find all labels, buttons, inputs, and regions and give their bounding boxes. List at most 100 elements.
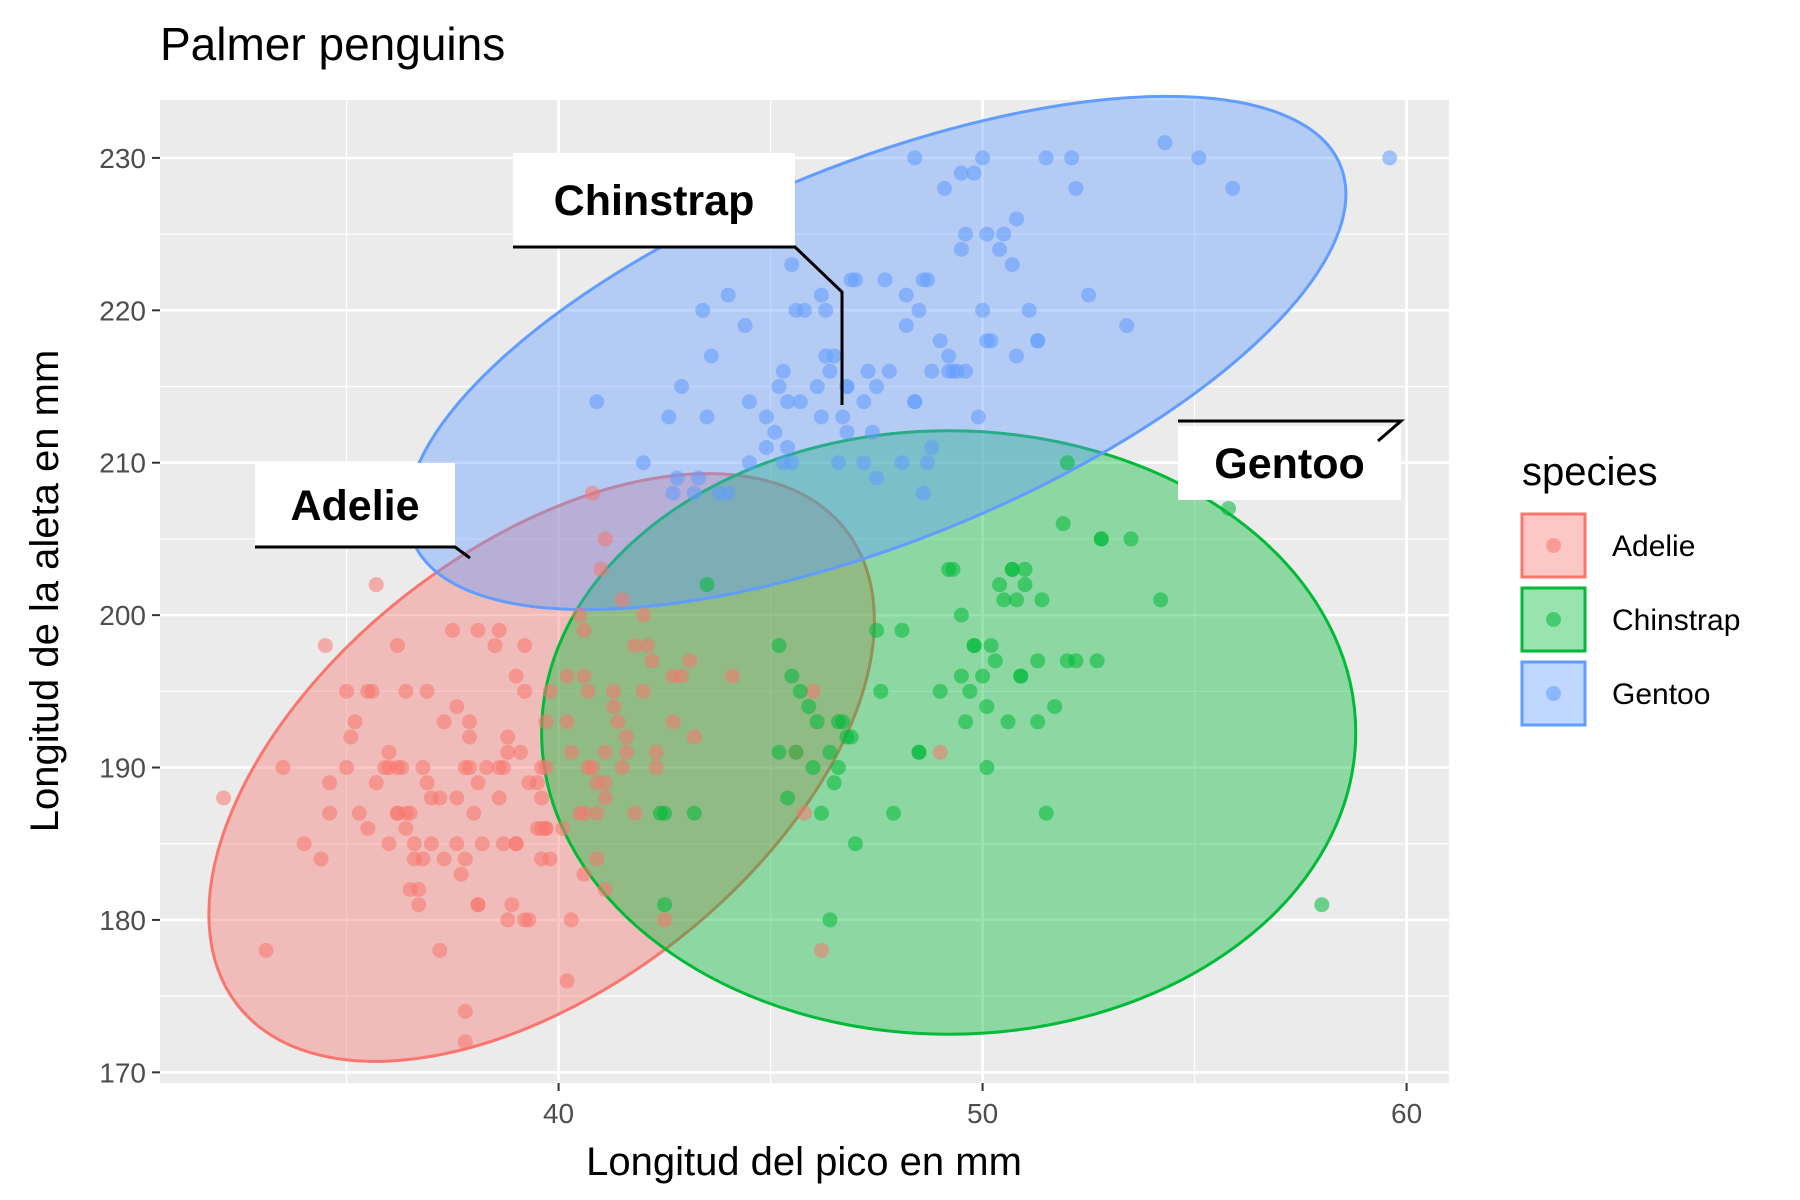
point-adelie — [597, 790, 613, 806]
point-gentoo — [741, 394, 757, 410]
point-chinstrap — [966, 638, 982, 654]
point-gentoo — [669, 470, 685, 486]
point-adelie — [589, 805, 605, 821]
point-adelie — [644, 653, 660, 669]
point-adelie — [462, 760, 478, 776]
point-chinstrap — [1034, 592, 1050, 608]
point-adelie — [682, 653, 698, 669]
point-adelie — [580, 683, 596, 699]
point-adelie — [402, 805, 418, 821]
point-chinstrap — [1089, 653, 1105, 669]
point-gentoo — [898, 318, 914, 334]
point-gentoo — [813, 287, 829, 303]
point-chinstrap — [1004, 561, 1020, 577]
point-adelie — [610, 714, 626, 730]
point-adelie — [275, 760, 291, 776]
point-adelie — [576, 622, 592, 638]
point-adelie — [491, 622, 507, 638]
y-tick-label: 220 — [99, 295, 146, 326]
point-gentoo — [661, 409, 677, 425]
point-adelie — [597, 531, 613, 547]
point-chinstrap — [894, 622, 910, 638]
point-adelie — [347, 714, 363, 730]
y-tick-label: 200 — [99, 600, 146, 631]
point-adelie — [423, 836, 439, 852]
point-gentoo — [767, 424, 783, 440]
point-adelie — [449, 790, 465, 806]
point-gentoo — [1382, 150, 1398, 166]
point-adelie — [381, 760, 397, 776]
point-gentoo — [924, 439, 940, 455]
point-gentoo — [979, 333, 995, 349]
point-gentoo — [830, 455, 846, 471]
point-adelie — [415, 760, 431, 776]
point-chinstrap — [1093, 531, 1109, 547]
x-tick-label: 50 — [967, 1098, 998, 1129]
point-chinstrap — [792, 683, 808, 699]
point-adelie — [627, 638, 643, 654]
point-gentoo — [856, 455, 872, 471]
point-chinstrap — [911, 744, 927, 760]
y-axis: 170 180 190 200 210 220 230 — [99, 143, 160, 1088]
point-chinstrap — [822, 912, 838, 928]
point-gentoo — [813, 409, 829, 425]
point-chinstrap — [1153, 592, 1169, 608]
point-gentoo — [720, 287, 736, 303]
point-gentoo — [1225, 180, 1241, 196]
point-gentoo — [953, 241, 969, 257]
point-adelie — [559, 714, 575, 730]
species-annotations: Adelie Chinstrap Gentoo — [255, 153, 1406, 560]
point-adelie — [508, 836, 524, 852]
point-adelie — [504, 897, 520, 913]
point-adelie — [606, 683, 622, 699]
point-chinstrap — [784, 668, 800, 684]
point-adelie — [368, 775, 384, 791]
point-gentoo — [1119, 318, 1135, 334]
point-chinstrap — [1068, 653, 1084, 669]
point-adelie — [576, 866, 592, 882]
point-chinstrap — [886, 805, 902, 821]
point-chinstrap — [869, 622, 885, 638]
point-gentoo — [924, 363, 940, 379]
point-adelie — [648, 744, 664, 760]
point-adelie — [478, 760, 494, 776]
point-adelie — [445, 622, 461, 638]
point-adelie — [614, 592, 630, 608]
point-chinstrap — [657, 805, 673, 821]
point-adelie — [593, 561, 609, 577]
point-gentoo — [975, 302, 991, 318]
point-adelie — [457, 1034, 473, 1050]
point-adelie — [368, 577, 384, 593]
point-adelie — [508, 668, 524, 684]
point-adelie — [419, 683, 435, 699]
point-adelie — [322, 805, 338, 821]
point-gentoo — [1004, 257, 1020, 273]
legend-label-adelie: Adelie — [1612, 530, 1695, 563]
point-adelie — [635, 607, 651, 623]
annotation-label-adelie: Adelie — [290, 482, 419, 530]
point-chinstrap — [1047, 699, 1063, 715]
point-adelie — [534, 790, 550, 806]
point-gentoo — [818, 302, 834, 318]
point-adelie — [436, 851, 452, 867]
point-adelie — [500, 744, 516, 760]
point-adelie — [517, 912, 533, 928]
point-chinstrap — [822, 744, 838, 760]
point-gentoo — [775, 363, 791, 379]
point-chinstrap — [686, 805, 702, 821]
point-gentoo — [1021, 302, 1037, 318]
annotation-label-chinstrap: Chinstrap — [554, 177, 755, 225]
point-gentoo — [1068, 180, 1084, 196]
point-adelie — [724, 668, 740, 684]
annotation-label-gentoo: Gentoo — [1214, 440, 1364, 488]
point-adelie — [606, 699, 622, 715]
point-chinstrap — [992, 577, 1008, 593]
point-gentoo — [919, 272, 935, 288]
point-adelie — [339, 760, 355, 776]
point-gentoo — [953, 165, 969, 181]
y-axis-title: Longitud de la aleta en mm — [23, 350, 67, 833]
point-chinstrap — [771, 638, 787, 654]
point-chinstrap — [979, 760, 995, 776]
point-adelie — [419, 775, 435, 791]
